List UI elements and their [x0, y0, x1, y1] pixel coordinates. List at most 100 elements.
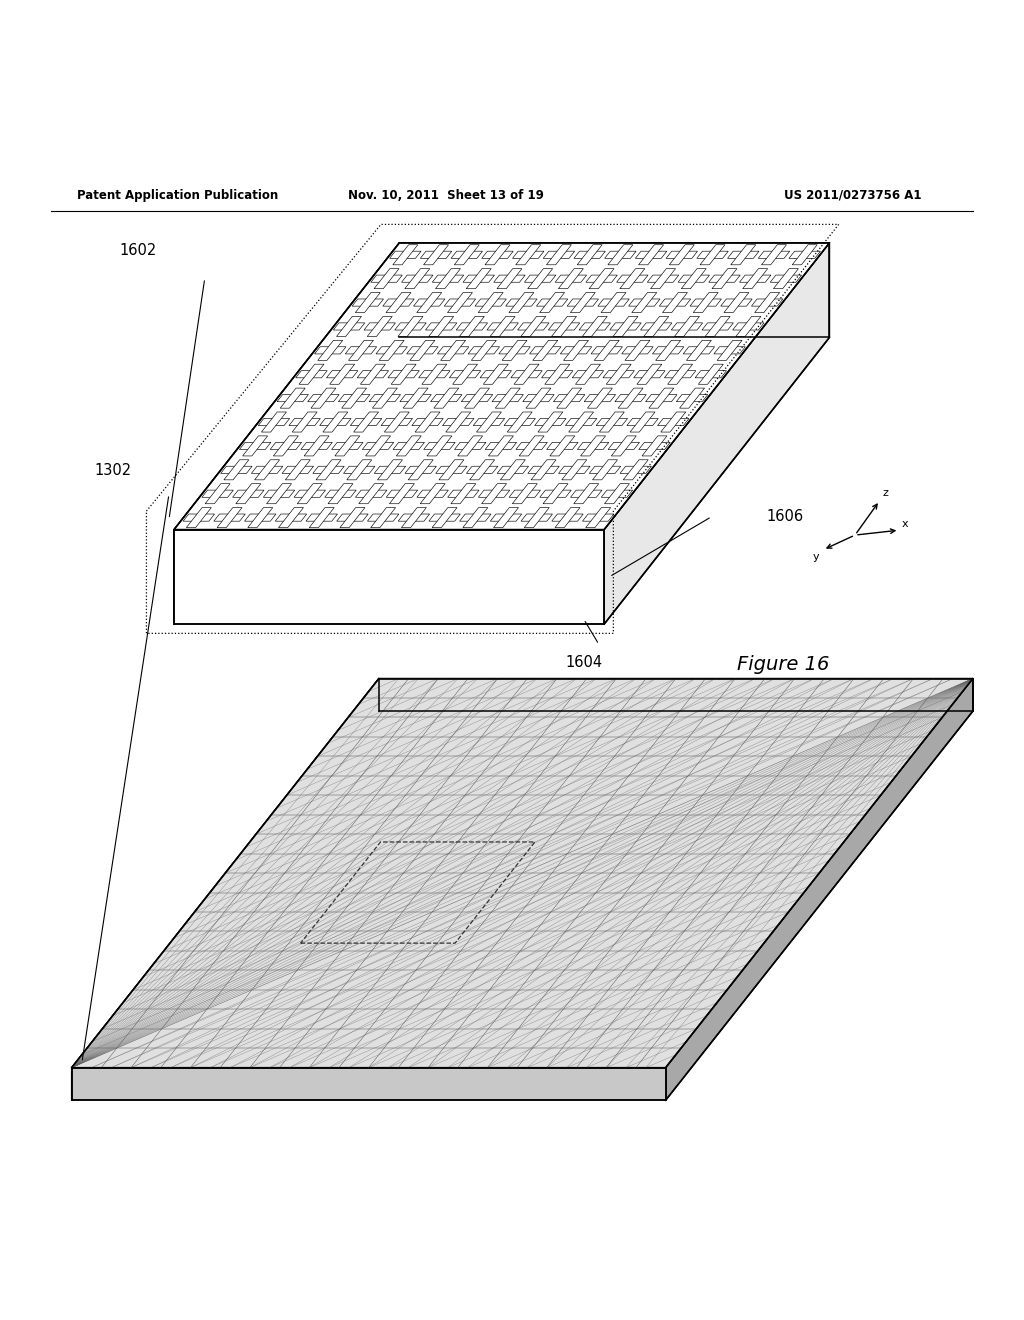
Polygon shape [586, 508, 610, 528]
Polygon shape [270, 442, 302, 450]
Polygon shape [649, 388, 674, 408]
Polygon shape [709, 275, 740, 282]
Polygon shape [604, 243, 829, 624]
Text: Patent Application Publication: Patent Application Publication [77, 189, 279, 202]
Polygon shape [478, 293, 503, 313]
Polygon shape [655, 341, 681, 360]
Polygon shape [338, 395, 370, 401]
Polygon shape [497, 269, 522, 289]
Polygon shape [447, 293, 472, 313]
Polygon shape [521, 317, 546, 337]
Polygon shape [417, 490, 449, 498]
Polygon shape [614, 395, 646, 401]
Polygon shape [391, 364, 416, 384]
Polygon shape [386, 293, 411, 313]
Polygon shape [415, 412, 440, 432]
Polygon shape [410, 341, 435, 360]
Polygon shape [545, 364, 569, 384]
Polygon shape [348, 341, 374, 360]
Polygon shape [478, 490, 510, 498]
Text: 1602: 1602 [120, 243, 157, 257]
Polygon shape [289, 418, 321, 425]
Polygon shape [606, 364, 631, 384]
Polygon shape [292, 412, 317, 432]
Polygon shape [304, 436, 329, 455]
Polygon shape [435, 466, 467, 474]
Polygon shape [666, 251, 697, 259]
Polygon shape [236, 483, 261, 504]
Polygon shape [174, 243, 829, 529]
Polygon shape [568, 412, 594, 432]
Polygon shape [557, 388, 582, 408]
Polygon shape [465, 388, 489, 408]
Polygon shape [417, 293, 441, 313]
Polygon shape [286, 459, 310, 480]
Polygon shape [332, 442, 364, 450]
Polygon shape [294, 490, 326, 498]
Polygon shape [512, 251, 544, 259]
Polygon shape [490, 513, 522, 521]
Polygon shape [589, 466, 621, 474]
Polygon shape [333, 323, 365, 330]
Polygon shape [698, 364, 723, 384]
Polygon shape [509, 490, 541, 498]
Polygon shape [435, 269, 461, 289]
Text: 1606: 1606 [766, 510, 803, 524]
Polygon shape [601, 293, 626, 313]
Polygon shape [366, 436, 390, 455]
Polygon shape [369, 395, 400, 401]
Polygon shape [342, 388, 367, 408]
Polygon shape [424, 442, 456, 450]
Polygon shape [355, 293, 380, 313]
Polygon shape [398, 317, 423, 337]
Polygon shape [453, 364, 477, 384]
Polygon shape [473, 418, 505, 425]
Polygon shape [666, 678, 973, 1101]
Polygon shape [281, 388, 305, 408]
Polygon shape [481, 483, 507, 504]
Polygon shape [555, 275, 587, 282]
Polygon shape [540, 293, 564, 313]
Polygon shape [522, 395, 554, 401]
Polygon shape [314, 347, 346, 354]
Polygon shape [573, 251, 605, 259]
Polygon shape [511, 371, 543, 378]
Polygon shape [552, 513, 584, 521]
Polygon shape [494, 508, 518, 528]
Polygon shape [455, 442, 486, 450]
Polygon shape [301, 442, 333, 450]
Polygon shape [742, 269, 768, 289]
Polygon shape [532, 341, 558, 360]
Polygon shape [573, 483, 599, 504]
Polygon shape [731, 244, 756, 265]
Polygon shape [434, 388, 459, 408]
Polygon shape [276, 395, 308, 401]
Polygon shape [613, 317, 638, 337]
Polygon shape [572, 371, 604, 378]
Polygon shape [645, 395, 677, 401]
Polygon shape [526, 388, 551, 408]
Polygon shape [637, 364, 662, 384]
Polygon shape [594, 341, 620, 360]
Polygon shape [504, 418, 536, 425]
Polygon shape [517, 323, 549, 330]
Polygon shape [770, 275, 802, 282]
Polygon shape [373, 388, 397, 408]
Polygon shape [675, 317, 699, 337]
Polygon shape [524, 508, 549, 528]
Polygon shape [451, 251, 482, 259]
Polygon shape [466, 269, 492, 289]
Polygon shape [470, 459, 495, 480]
Polygon shape [657, 418, 689, 425]
Polygon shape [736, 317, 761, 337]
Polygon shape [717, 341, 742, 360]
Polygon shape [388, 371, 420, 378]
Polygon shape [732, 323, 764, 330]
Polygon shape [337, 513, 369, 521]
Polygon shape [558, 466, 590, 474]
Polygon shape [502, 341, 527, 360]
Polygon shape [325, 490, 356, 498]
Polygon shape [376, 347, 408, 354]
Polygon shape [466, 466, 498, 474]
Polygon shape [494, 275, 525, 282]
